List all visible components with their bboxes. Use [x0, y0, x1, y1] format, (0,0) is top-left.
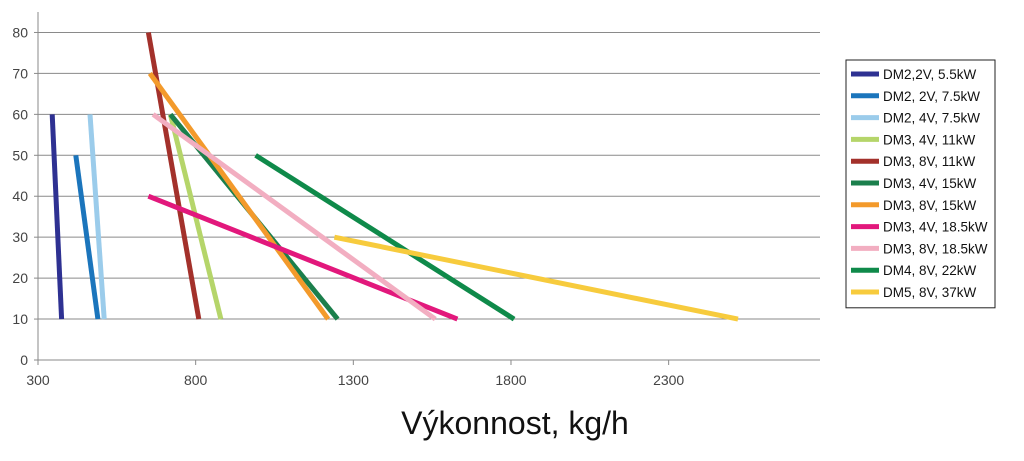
legend-label: DM3, 8V, 15kW — [883, 198, 977, 213]
legend-label: DM3, 4V, 11kW — [883, 132, 976, 147]
legend-label: DM5, 8V, 37kW — [883, 285, 977, 300]
y-tick-label: 0 — [20, 352, 28, 368]
series-line-10 — [254, 153, 516, 322]
x-tick-label: 300 — [26, 372, 50, 388]
legend: DM2,2V, 5.5kW DM2, 2V, 7.5kW DM2, 4V, 7.5k… — [845, 59, 996, 309]
legend-label: DM4, 8V, 22kW — [883, 263, 977, 278]
legend-label: DM3, 4V, 18.5kW — [883, 220, 988, 235]
y-tick-label: 20 — [12, 270, 28, 286]
series-line-7 — [147, 71, 331, 321]
legend-label: DM2, 2V, 7.5kW — [883, 89, 980, 104]
y-tick-label: 50 — [12, 147, 28, 163]
x-tick-label: 2300 — [653, 372, 684, 388]
y-tick-labels: 0 10 20 30 40 50 60 70 80 — [12, 24, 28, 368]
y-tick-label: 30 — [12, 229, 28, 245]
series-line-11 — [333, 234, 739, 322]
legend-label: DM2, 4V, 7.5kW — [883, 111, 980, 126]
x-tick-label: 800 — [184, 372, 208, 388]
y-tick-label: 80 — [12, 24, 28, 40]
legend-label: DM2,2V, 5.5kW — [883, 67, 977, 82]
x-tick-label: 1300 — [338, 372, 369, 388]
legend-label: DM3, 8V, 11kW — [883, 154, 976, 169]
legend-label: DM3, 8V, 18.5kW — [883, 241, 988, 256]
legend-label: DM3, 4V, 15kW — [883, 176, 977, 191]
series-lines — [49, 32, 739, 322]
y-tick-label: 40 — [12, 188, 28, 204]
series-line-3 — [87, 114, 107, 320]
x-tick-labels: 300 800 1300 1800 2300 — [26, 372, 684, 388]
y-tick-label: 70 — [12, 65, 28, 81]
series-line-9 — [151, 112, 437, 322]
x-axis-label: Výkonnost, kg/h — [401, 405, 629, 441]
y-tick-label: 10 — [12, 311, 28, 327]
y-tick-label: 60 — [12, 106, 28, 122]
series-line-2 — [73, 154, 101, 320]
axes — [34, 12, 820, 365]
series-line-5 — [145, 32, 202, 320]
x-tick-label: 1800 — [495, 372, 526, 388]
series-line-1 — [49, 114, 65, 320]
